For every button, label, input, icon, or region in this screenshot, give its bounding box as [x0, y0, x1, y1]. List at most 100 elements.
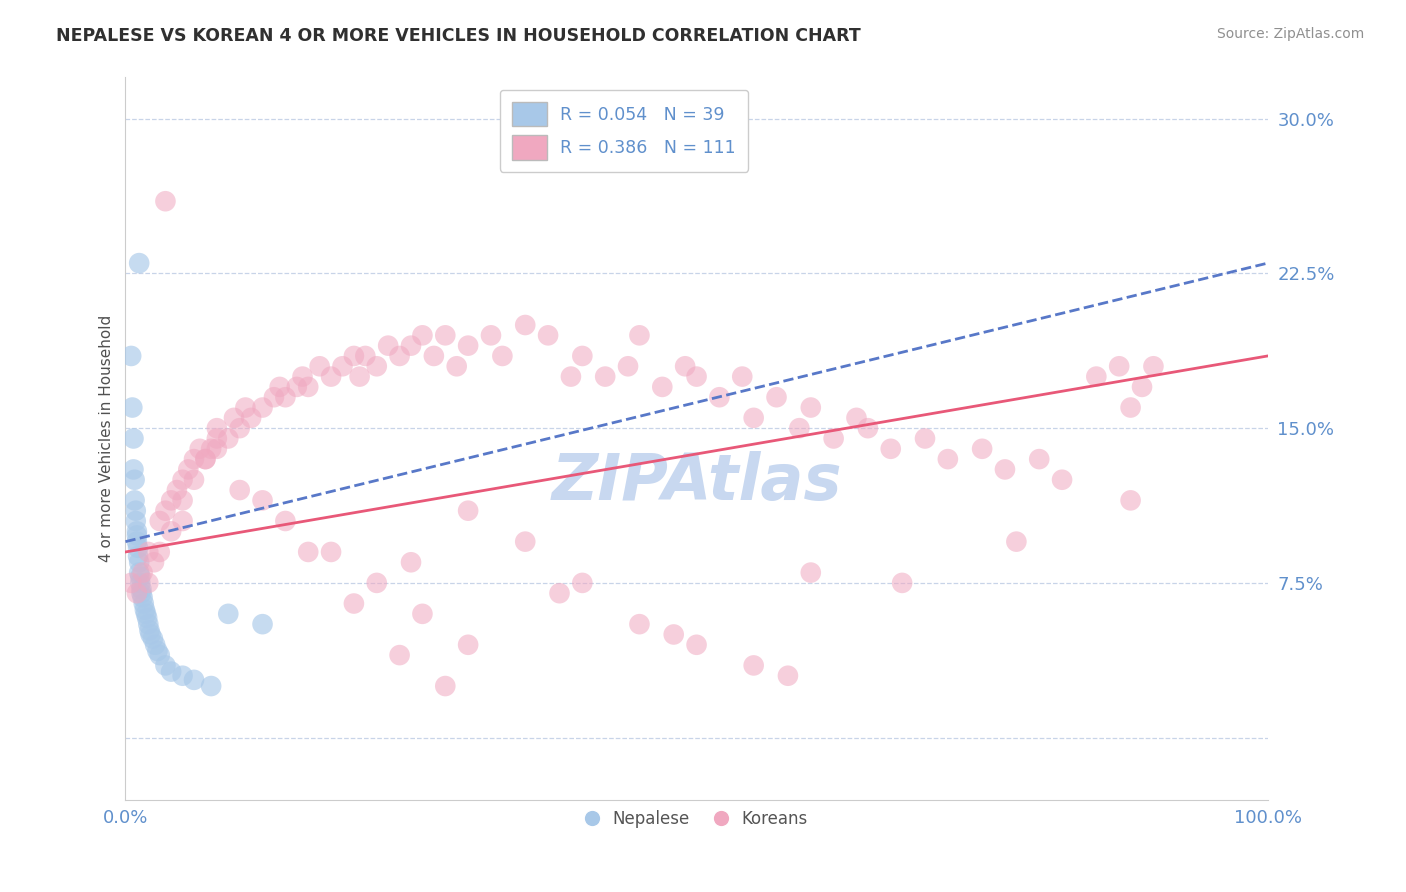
Point [800, 401, 823, 415]
Point [856, 421, 879, 435]
Point [673, 359, 696, 374]
Point [129, 575, 152, 590]
Point [155, 504, 177, 518]
Point [155, 658, 177, 673]
Point [434, 679, 457, 693]
Point [319, 545, 342, 559]
Point [172, 473, 194, 487]
Point [122, 432, 145, 446]
Point [122, 462, 145, 476]
Point [308, 359, 330, 374]
Point [651, 380, 673, 394]
Point [131, 586, 153, 600]
Point [135, 607, 157, 621]
Point [765, 390, 787, 404]
Point [593, 369, 616, 384]
Point [177, 462, 200, 476]
Point [377, 338, 399, 352]
Point [120, 349, 142, 363]
Point [1130, 380, 1153, 394]
Point [121, 401, 143, 415]
Point [128, 555, 150, 569]
Point [205, 442, 228, 456]
Point [537, 328, 560, 343]
Point [155, 194, 177, 209]
Point [1050, 473, 1073, 487]
Point [1085, 369, 1108, 384]
Point [183, 452, 205, 467]
Point [139, 627, 162, 641]
Point [188, 442, 211, 456]
Point [136, 617, 159, 632]
Point [491, 349, 513, 363]
Point [124, 473, 146, 487]
Legend: Nepalese, Koreans: Nepalese, Koreans [579, 803, 814, 835]
Point [742, 410, 765, 425]
Point [146, 644, 169, 658]
Point [1028, 452, 1050, 467]
Point [731, 369, 754, 384]
Point [205, 421, 228, 435]
Point [160, 493, 183, 508]
Point [343, 349, 366, 363]
Point [128, 566, 150, 580]
Point [149, 514, 172, 528]
Point [142, 632, 165, 646]
Point [172, 514, 194, 528]
Point [297, 545, 319, 559]
Point [125, 534, 148, 549]
Point [125, 586, 148, 600]
Point [252, 493, 274, 508]
Point [845, 410, 868, 425]
Point [125, 524, 148, 539]
Point [143, 555, 166, 569]
Text: NEPALESE VS KOREAN 4 OR MORE VEHICLES IN HOUSEHOLD CORRELATION CHART: NEPALESE VS KOREAN 4 OR MORE VEHICLES IN… [56, 27, 860, 45]
Point [972, 442, 994, 456]
Point [800, 566, 823, 580]
Point [617, 359, 640, 374]
Point [423, 349, 446, 363]
Point [297, 380, 319, 394]
Point [434, 328, 457, 343]
Point [548, 586, 571, 600]
Point [205, 432, 228, 446]
Point [235, 401, 257, 415]
Point [127, 541, 149, 555]
Point [823, 432, 845, 446]
Point [194, 452, 217, 467]
Point [388, 648, 411, 662]
Point [1119, 401, 1142, 415]
Point [343, 597, 366, 611]
Point [515, 318, 537, 332]
Point [366, 359, 388, 374]
Point [446, 359, 468, 374]
Point [200, 442, 222, 456]
Point [742, 658, 765, 673]
Point [457, 638, 479, 652]
Point [349, 369, 371, 384]
Point [183, 473, 205, 487]
Point [128, 256, 150, 270]
Point [994, 462, 1017, 476]
Text: ZIPAtlas: ZIPAtlas [551, 450, 842, 513]
Point [399, 338, 422, 352]
Point [125, 514, 148, 528]
Point [366, 575, 388, 590]
Point [1108, 359, 1130, 374]
Point [138, 624, 160, 638]
Point [399, 555, 422, 569]
Point [457, 504, 479, 518]
Point [217, 432, 239, 446]
Point [131, 582, 153, 596]
Point [274, 514, 297, 528]
Point [479, 328, 502, 343]
Point [789, 421, 811, 435]
Text: Source: ZipAtlas.com: Source: ZipAtlas.com [1216, 27, 1364, 41]
Point [411, 328, 433, 343]
Point [914, 432, 936, 446]
Point [132, 597, 155, 611]
Point [252, 617, 274, 632]
Point [274, 390, 297, 404]
Point [160, 665, 183, 679]
Y-axis label: 4 or more Vehicles in Household: 4 or more Vehicles in Household [100, 315, 114, 562]
